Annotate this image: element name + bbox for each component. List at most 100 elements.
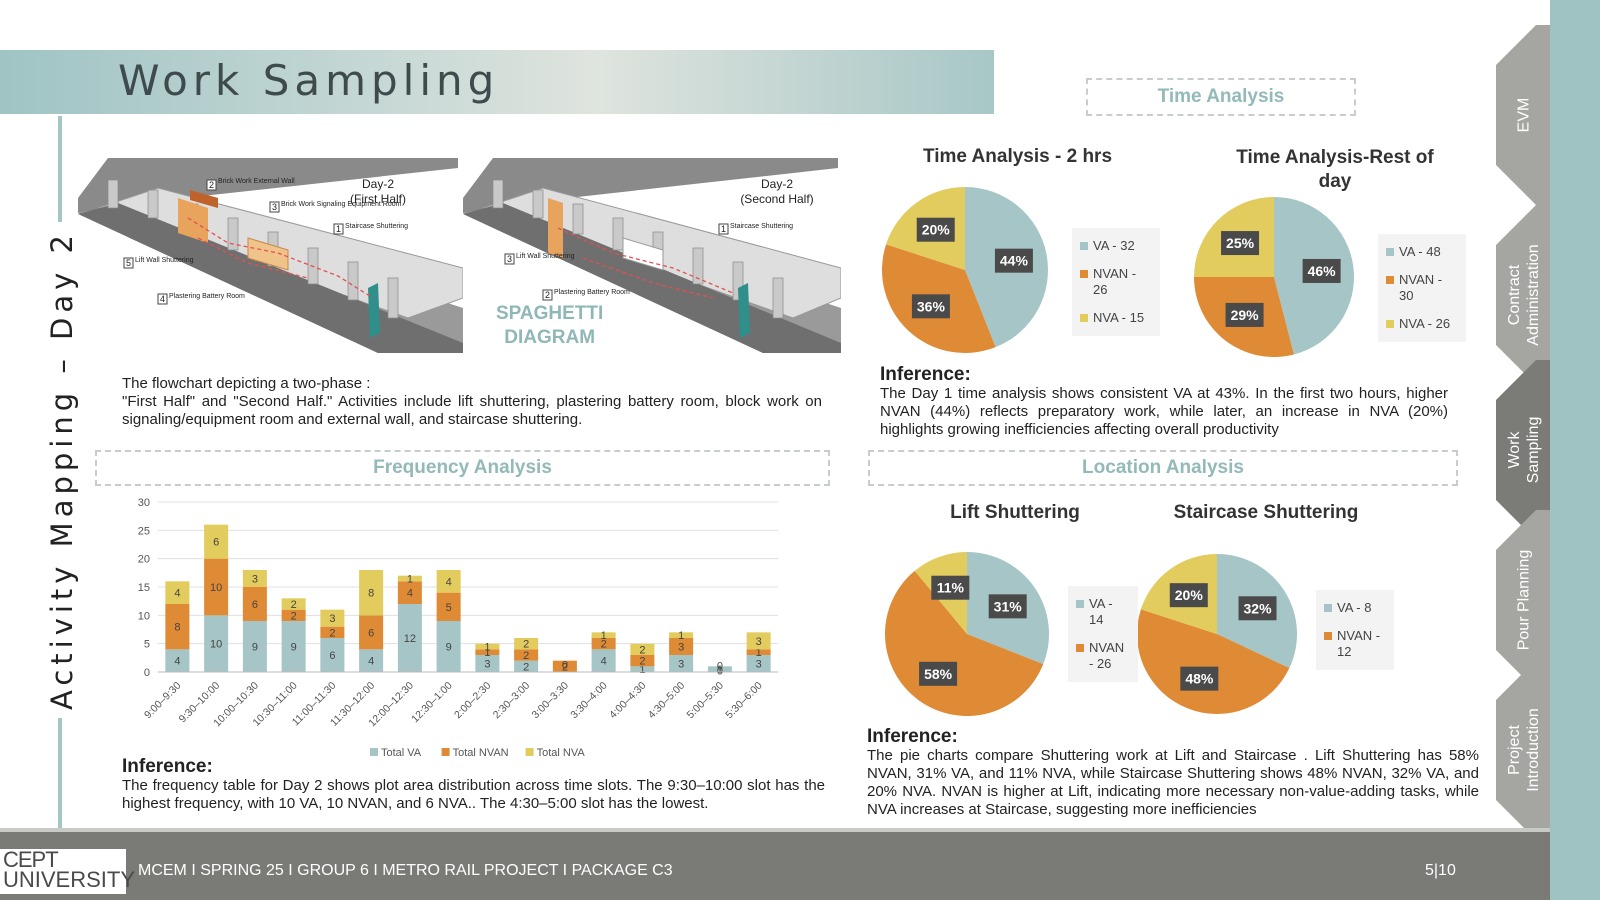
nav-rail	[1550, 0, 1600, 900]
bar-segment	[514, 638, 539, 650]
pie-label-box	[1169, 583, 1208, 608]
pie-title-staircase: Staircase Shuttering	[1173, 502, 1359, 523]
y-tick-label: 30	[138, 497, 150, 509]
page-number: 5|10	[1425, 862, 1456, 879]
pie-slice-label: 20%	[922, 222, 951, 238]
bar-data-label: 2	[639, 644, 645, 656]
frequency-inference: Inference: The frequency table for Day 2…	[122, 757, 825, 813]
cept-logo	[0, 849, 126, 894]
x-tick-label: 3:30–4:00	[568, 680, 610, 722]
nav-tab-label: EVM	[1515, 97, 1533, 133]
legend-lift: VA - 14 NVAN - 26	[1068, 586, 1138, 682]
inference-text: The frequency table for Day 2 shows plot…	[122, 777, 825, 812]
label-text: Lift Wall Shuttering	[135, 257, 194, 264]
label-num: 5	[126, 258, 131, 268]
bar-segment	[165, 649, 190, 672]
bar-data-label: 10	[210, 639, 222, 651]
legend-item: NVAN - 12	[1324, 628, 1386, 660]
label-text: Lift Wall Shuttering	[516, 253, 575, 260]
bar-segment	[320, 609, 345, 627]
legend-label: VA - 48	[1399, 244, 1441, 259]
pie-label-box	[988, 594, 1027, 619]
bar-data-label: 1	[601, 630, 607, 642]
diagram-half-left: (First Half)	[350, 192, 406, 206]
bar-data-label: 9	[252, 642, 258, 654]
nav-tab-label: Work Sampling	[1506, 416, 1542, 484]
pie-label-box	[919, 661, 958, 686]
bar-data-label: 3	[329, 613, 335, 625]
bar-data-label: 4	[407, 588, 413, 600]
bar-data-label: 9	[291, 642, 297, 654]
bar-data-label: 1	[639, 664, 645, 676]
spaghetti-caption: SPAGHETTI DIAGRAM	[496, 302, 603, 350]
label-num: 3	[272, 202, 277, 212]
bar-segment	[359, 570, 384, 616]
bar-segment	[475, 649, 500, 655]
bar-data-label: 6	[368, 627, 374, 639]
bar-data-label: 2	[523, 639, 529, 651]
bar-segment	[436, 570, 461, 593]
pie-label-box	[1238, 596, 1277, 621]
bar-data-label: 6	[213, 537, 219, 549]
bar-segment	[514, 649, 539, 661]
pie-slice-label: 48%	[1185, 671, 1214, 687]
bar-segment	[591, 632, 616, 638]
legend-swatch-va	[1324, 604, 1332, 612]
nav-tab-pour-planning[interactable]: Pour Planning	[1496, 505, 1552, 695]
pie-label-box	[1180, 666, 1219, 691]
bar-data-label: 2	[601, 639, 607, 651]
legend-item: NVAN - 26	[1080, 266, 1152, 298]
bar-data-label: 0	[717, 660, 723, 672]
bar-data-label: 1	[407, 574, 413, 586]
legend-label: NVA - 15	[1093, 310, 1145, 325]
label-text: Plastering Battery Room	[554, 289, 630, 296]
bar-segment	[436, 621, 461, 672]
side-line-bottom	[58, 712, 62, 830]
nav-tab-label: Project Introduction	[1506, 708, 1542, 792]
legend-swatch-nvan	[1324, 632, 1332, 640]
bar-segment	[204, 558, 229, 616]
inference-heading: Inference:	[867, 726, 958, 747]
side-line-top	[58, 116, 62, 246]
bar-segment	[397, 581, 422, 604]
bar-data-label: 1	[484, 642, 490, 654]
legend-label: NVAN - 30	[1399, 272, 1443, 303]
bar-data-label: 0	[717, 665, 723, 677]
pie-label-box	[911, 294, 950, 319]
y-tick-label: 25	[138, 525, 150, 537]
legend-staircase: VA - 8 NVAN - 12	[1316, 590, 1394, 670]
legend-item: NVAN - 30	[1386, 272, 1458, 304]
nav-tab-evm[interactable]: EVM	[1496, 20, 1552, 210]
description-line2: "First Half" and "Second Half." Activiti…	[122, 393, 822, 428]
bar-segment	[281, 598, 306, 610]
label-num: 2	[545, 290, 550, 300]
label-text: Staircase Shuttering	[730, 223, 793, 230]
frequency-analysis-header: Frequency Analysis	[95, 450, 830, 486]
pie-slice-label: 31%	[994, 598, 1023, 614]
y-tick-label: 15	[138, 582, 150, 594]
bar-segment	[630, 655, 655, 667]
y-tick-label: 20	[138, 554, 150, 566]
inference-text: The pie charts compare Shuttering work a…	[867, 747, 1479, 818]
bar-segment	[242, 621, 267, 672]
legend-label: VA - 14	[1089, 596, 1113, 627]
bar-segment	[630, 643, 655, 655]
nav-tab-project-introduction[interactable]: Project Introduction	[1496, 655, 1552, 845]
legend-swatch	[441, 748, 450, 756]
legend-item: NVA - 15	[1080, 310, 1152, 326]
bar-data-label: 12	[404, 633, 416, 645]
bar-data-label: 4	[174, 588, 180, 600]
bar-data-label: 5	[446, 602, 452, 614]
bar-data-label: 1	[756, 647, 762, 659]
logo-text-university: UNIVERSITY	[3, 867, 136, 892]
bar-data-label: 3	[678, 642, 684, 654]
legend-label: Total VA	[381, 747, 422, 759]
x-tick-label: 3:00–3:30	[529, 680, 571, 722]
bar-data-label: 2	[523, 650, 529, 662]
bar-data-label: 3	[252, 574, 258, 586]
nav-tab-contract-administration[interactable]: Contract Administration	[1496, 200, 1552, 390]
bar-data-label: 2	[562, 661, 568, 673]
bar-segment	[591, 649, 616, 672]
nav-tab-work-sampling[interactable]: Work Sampling	[1496, 355, 1552, 545]
frequency-bar-chart: 0510152025304849:00–9:30101069:30–10:009…	[138, 497, 778, 759]
